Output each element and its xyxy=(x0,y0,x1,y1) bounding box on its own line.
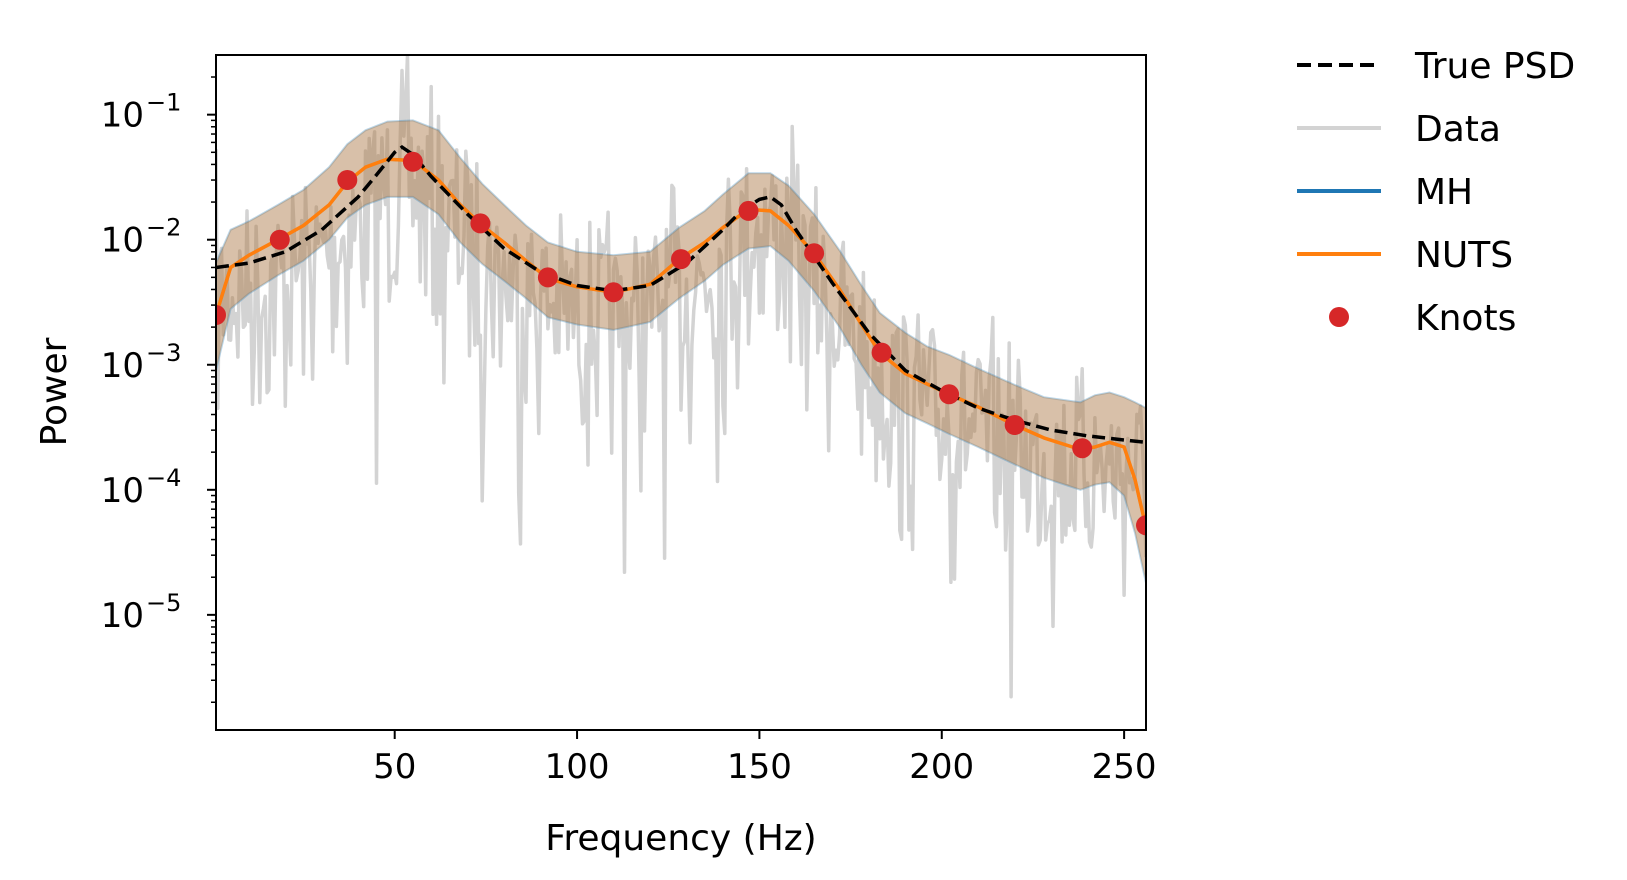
knot-point xyxy=(871,342,892,363)
knot-point xyxy=(1072,438,1093,459)
y-tick-label: 10 xyxy=(101,346,144,386)
mh-credible-band xyxy=(216,119,1146,584)
knot-point xyxy=(603,282,624,303)
y-tick-exponent: −2 xyxy=(146,214,181,242)
legend-label: NUTS xyxy=(1415,235,1513,276)
legend-label: True PSD xyxy=(1414,46,1575,87)
legend-label: MH xyxy=(1415,172,1473,213)
y-tick-exponent: −4 xyxy=(146,464,181,492)
knot-point xyxy=(470,213,491,234)
y-tick-exponent: −5 xyxy=(146,589,181,617)
legend-label: Data xyxy=(1415,109,1501,150)
knot-point xyxy=(216,305,226,325)
y-tick-label: 10 xyxy=(101,596,144,636)
knot-point xyxy=(537,267,558,288)
knot-points xyxy=(216,151,1146,536)
y-tick-exponent: −1 xyxy=(146,89,181,117)
x-tick-label: 250 xyxy=(1092,747,1157,787)
knot-point xyxy=(337,170,358,190)
y-tick-label: 10 xyxy=(101,221,144,261)
legend: True PSD Data MH NUTS Knots xyxy=(1297,46,1575,339)
knot-point xyxy=(1004,415,1025,435)
y-axis-label: Power xyxy=(34,337,75,446)
knot-point xyxy=(804,243,825,264)
nuts-series xyxy=(216,157,1146,528)
x-tick-label: 100 xyxy=(545,747,610,787)
knot-point xyxy=(671,249,691,270)
knot-point xyxy=(1136,515,1146,536)
credible-bands xyxy=(216,119,1146,584)
x-tick-label: 150 xyxy=(727,747,792,787)
knot-point xyxy=(939,384,960,405)
x-tick-label: 200 xyxy=(909,747,974,787)
nuts-median-line xyxy=(216,157,1146,528)
x-tick-label: 50 xyxy=(373,747,416,787)
y-tick-exponent: −3 xyxy=(146,339,181,367)
data-line xyxy=(216,55,1146,699)
x-axis: 50 100 150 200 250 xyxy=(373,730,1157,787)
y-tick-label: 10 xyxy=(101,96,144,136)
y-tick-label: 10 xyxy=(101,471,144,511)
y-axis: 10−110−210−310−410−5 xyxy=(101,76,216,704)
knot-point xyxy=(738,200,759,221)
legend-label: Knots xyxy=(1415,298,1516,339)
data-series xyxy=(216,55,1146,699)
legend-swatch-knots xyxy=(1329,307,1349,327)
knot-point xyxy=(402,151,423,172)
x-axis-label: Frequency (Hz) xyxy=(545,818,816,859)
knot-point xyxy=(269,229,290,250)
